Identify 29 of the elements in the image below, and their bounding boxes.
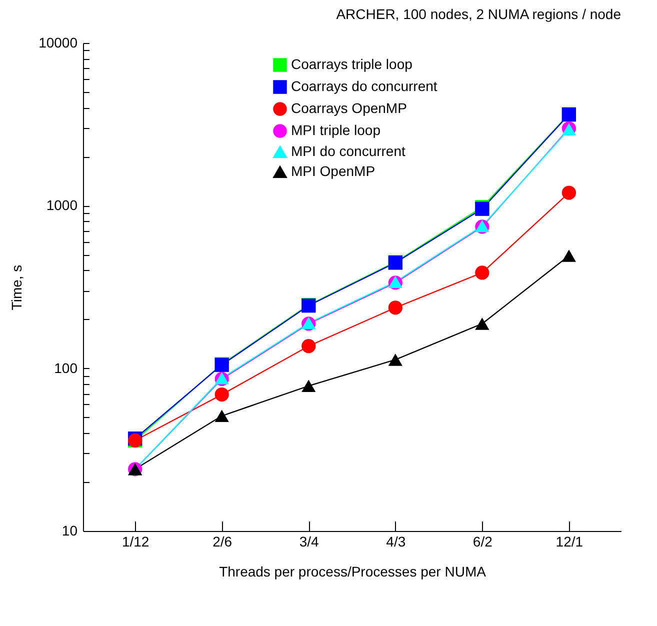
x-tick-label: 1/12 <box>122 534 150 550</box>
point <box>475 266 490 280</box>
legend-label: Coarrays do concurrent <box>291 78 438 94</box>
x-tick-label: 2/6 <box>212 534 232 550</box>
point <box>302 380 316 392</box>
point <box>562 186 576 200</box>
point <box>214 410 229 422</box>
legend-label: MPI triple loop <box>291 122 381 138</box>
legend-label: Coarrays triple loop <box>291 56 413 72</box>
x-tick-label: 12/1 <box>556 534 584 550</box>
y-tick-label: 10 <box>62 522 78 538</box>
point <box>388 354 402 366</box>
x-tick-label: 4/3 <box>386 534 406 550</box>
point <box>475 318 490 330</box>
y-tick-label: 100 <box>54 360 78 376</box>
chart-title: ARCHER, 100 nodes, 2 NUMA regions / node <box>336 6 622 22</box>
legend-label: Coarrays OpenMP <box>291 100 407 116</box>
y-axis-title: Time, s <box>8 264 25 310</box>
point <box>562 250 576 262</box>
y-tick-label: 10000 <box>38 34 78 50</box>
legend-label: MPI do concurrent <box>291 143 406 159</box>
x-tick-label: 6/2 <box>472 534 493 550</box>
legend-label: MPI OpenMP <box>291 163 376 179</box>
point <box>388 300 402 315</box>
x-tick-label: 3/4 <box>299 534 320 550</box>
y-tick-label: 1000 <box>46 197 78 214</box>
x-axis-title: Threads per process/Processes per NUMA <box>219 564 487 580</box>
point <box>214 387 229 402</box>
point <box>302 339 316 354</box>
